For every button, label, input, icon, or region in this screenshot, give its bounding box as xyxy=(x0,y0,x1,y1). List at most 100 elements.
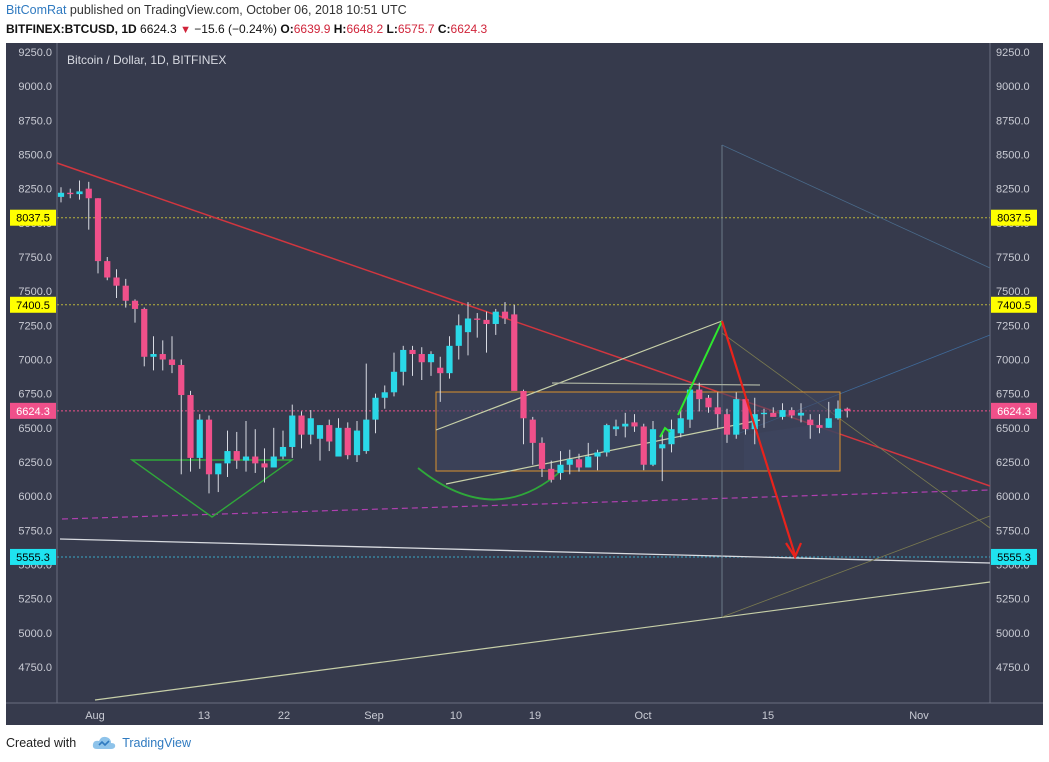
price-tag-left xyxy=(10,402,56,419)
y-tick-label-right: 5000.0 xyxy=(996,628,1030,640)
candle-body xyxy=(751,414,758,430)
candle-body xyxy=(807,419,814,426)
close-value: 6624.3 xyxy=(450,22,488,36)
footer: Created with TradingView xyxy=(6,736,191,750)
candle-body xyxy=(511,314,518,391)
green-arrow-tail xyxy=(659,426,671,438)
tradingview-brand[interactable]: TradingView xyxy=(82,736,191,750)
wedge-lower-line xyxy=(445,419,761,485)
candle-body xyxy=(686,389,694,420)
candle-body xyxy=(612,426,620,430)
y-tick-label-right: 6250.0 xyxy=(996,457,1030,469)
candle-body xyxy=(529,419,536,443)
x-tick-label: Sep xyxy=(364,710,384,722)
y-tick-label-right: 6000.0 xyxy=(996,491,1030,503)
price-tag-left-label: 5555.3 xyxy=(16,552,50,564)
open-label: O: xyxy=(280,22,294,36)
ohlc-line: BITFINEX:BTCUSD, 1D 6624.3 ▼ −15.6 (−0.2… xyxy=(6,22,487,36)
candle-body xyxy=(205,419,213,475)
x-tick-label: 22 xyxy=(278,710,290,722)
candle-body xyxy=(113,277,120,286)
candle-body xyxy=(622,423,629,427)
y-tick-label-left: 9000.0 xyxy=(18,81,52,93)
candle-body xyxy=(307,418,314,435)
candle-body xyxy=(760,412,768,415)
candle-body xyxy=(279,446,287,457)
candle-body xyxy=(261,463,268,468)
author-link[interactable]: BitComRat xyxy=(6,3,67,17)
y-tick-label-left: 5000.0 xyxy=(18,628,52,640)
candle-body xyxy=(76,191,83,195)
y-tick-label-right: 8750.0 xyxy=(996,115,1030,127)
price-tag-right xyxy=(991,296,1037,313)
candle-body xyxy=(168,359,176,365)
candle-body xyxy=(316,425,324,439)
candle-body xyxy=(150,354,157,357)
resistance-line xyxy=(551,382,761,386)
y-tick-label-left: 7500.0 xyxy=(18,286,52,298)
candle-body xyxy=(159,354,166,360)
candle-body xyxy=(390,371,398,393)
price-chart[interactable]: 9250.0 9250.0 9000.0 9000.0 8750.0 8750.0 8500… xyxy=(0,40,1049,732)
time-axis-panel xyxy=(6,703,1043,725)
candle-body xyxy=(585,456,592,468)
candle-body xyxy=(289,415,296,447)
y-tick-label-right: 5750.0 xyxy=(996,525,1030,537)
y-tick-label-right: 9000.0 xyxy=(996,81,1030,93)
white-support-line xyxy=(59,538,991,564)
wedge-upper-line xyxy=(435,320,723,431)
open-value: 6639.9 xyxy=(293,22,331,36)
candle-body xyxy=(705,397,712,408)
y-tick-label-right: 8250.0 xyxy=(996,184,1030,196)
symbol-label: BITFINEX:BTCUSD, 1D xyxy=(6,22,137,36)
y-tick-label-right: 5250.0 xyxy=(996,594,1030,606)
chart-title: Bitcoin / Dollar, 1D, BITFINEX xyxy=(67,53,226,67)
change-value: −15.6 (−0.24%) xyxy=(194,22,278,36)
plot-area xyxy=(57,43,990,703)
y-tick-label-left: 6000.0 xyxy=(18,491,52,503)
y-tick-label-right: 6500.0 xyxy=(996,423,1030,435)
candle-body xyxy=(723,414,731,435)
price-tag-left xyxy=(10,209,56,226)
candle-body xyxy=(520,390,527,419)
lower-trendline xyxy=(94,581,991,701)
candle-body xyxy=(844,408,851,411)
y-tick-label-left: 7750.0 xyxy=(18,252,52,264)
candle-body xyxy=(548,468,555,480)
candle-body xyxy=(640,426,647,465)
candle-body xyxy=(67,192,74,195)
y-tick-label-left: 7250.0 xyxy=(18,320,52,332)
created-with-label: Created with xyxy=(6,736,77,750)
candle-body xyxy=(446,345,453,374)
candle-body xyxy=(594,452,601,457)
candle-body xyxy=(427,354,435,363)
x-tick-label: 15 xyxy=(762,710,774,722)
price-tag-left xyxy=(10,548,56,565)
price-tag-right-label: 5555.3 xyxy=(997,552,1031,564)
candle-body xyxy=(187,395,194,458)
candle-body xyxy=(501,311,509,319)
candle-body xyxy=(381,392,388,398)
candle-body xyxy=(363,419,370,452)
high-value: 6648.2 xyxy=(346,22,384,36)
candle-body xyxy=(557,464,564,473)
right-axis-panel xyxy=(990,43,1043,703)
publish-info: published on TradingView.com, October 06… xyxy=(69,3,407,17)
y-tick-label-left: 9250.0 xyxy=(18,47,52,59)
candle-body xyxy=(141,308,148,357)
price-tag-left xyxy=(10,296,56,313)
price-tag-right-label: 7400.5 xyxy=(997,300,1031,312)
candle-body xyxy=(85,188,92,199)
candle-body xyxy=(474,318,481,320)
high-label: H: xyxy=(333,22,347,36)
candle-body xyxy=(57,192,65,197)
tradingview-cloud-icon xyxy=(93,736,116,749)
left-axis-panel xyxy=(6,43,57,703)
cup-arc xyxy=(417,467,563,501)
green-up-arrow xyxy=(677,320,723,416)
candle-body xyxy=(196,419,203,458)
y-tick-label-right: 6750.0 xyxy=(996,389,1030,401)
candle-body xyxy=(464,318,472,333)
candle-body xyxy=(566,459,573,465)
candle-body xyxy=(668,429,675,445)
